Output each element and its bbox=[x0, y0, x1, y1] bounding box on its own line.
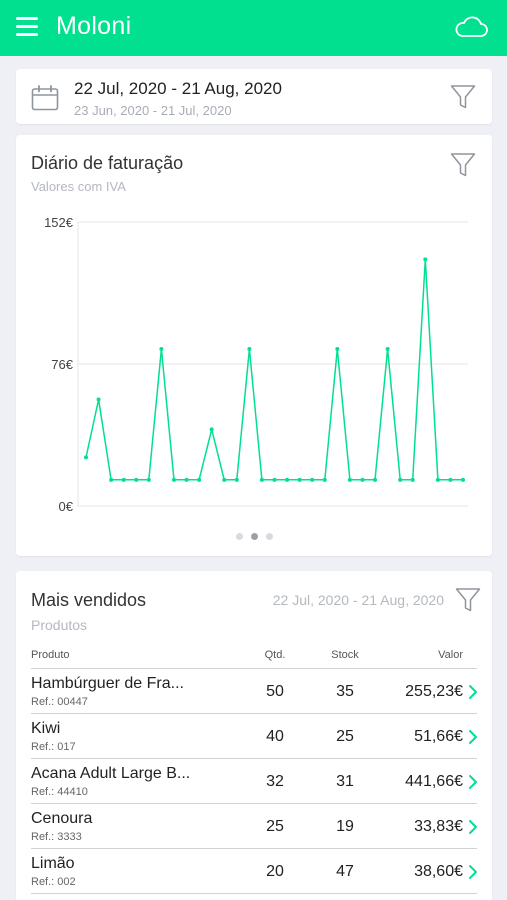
cloud-icon[interactable] bbox=[453, 15, 489, 39]
product-ref: Ref.: 44410 bbox=[31, 786, 88, 798]
pagination-dot[interactable] bbox=[250, 533, 258, 540]
chart-point[interactable] bbox=[146, 477, 151, 482]
product-name: Kiwi bbox=[31, 720, 61, 737]
chart-subtitle: Valores com IVA bbox=[31, 179, 126, 194]
table-row[interactable]: Hambúrguer de Fra... Ref.: 00447 50 35 2… bbox=[31, 669, 477, 714]
chart-point[interactable] bbox=[335, 347, 340, 352]
product-value: 255,23€ bbox=[405, 683, 463, 700]
chart-point[interactable] bbox=[197, 477, 202, 482]
daily-billing-chart: 152€ 76€ 0€ bbox=[44, 215, 468, 514]
chart-point[interactable] bbox=[121, 477, 126, 482]
product-qty: 25 bbox=[266, 818, 284, 835]
chevron-right-icon[interactable] bbox=[467, 819, 479, 835]
filter-icon[interactable] bbox=[450, 84, 476, 110]
pagination-dot[interactable] bbox=[235, 533, 243, 540]
chart-series-line bbox=[85, 258, 463, 481]
chart-point[interactable] bbox=[234, 477, 239, 482]
product-name: Limão bbox=[31, 855, 75, 872]
hamburger-menu-icon[interactable] bbox=[16, 17, 38, 37]
column-value: Valor bbox=[438, 649, 463, 661]
chart-point[interactable] bbox=[435, 477, 440, 482]
product-ref: Ref.: 002 bbox=[31, 876, 76, 888]
table-header: Produto Qtd. Stock Valor bbox=[31, 647, 477, 669]
product-value: 33,83€ bbox=[414, 818, 463, 835]
date-range-main: 22 Jul, 2020 - 21 Aug, 2020 bbox=[74, 79, 282, 98]
product-stock: 31 bbox=[336, 773, 354, 790]
date-range-card[interactable]: 22 Jul, 2020 - 21 Aug, 2020 23 Jun, 2020… bbox=[16, 69, 492, 124]
chart-point[interactable] bbox=[247, 347, 252, 352]
app-title: Moloni bbox=[56, 12, 132, 40]
daily-billing-card: Diário de faturação Valores com IVA 152€… bbox=[16, 135, 492, 556]
product-qty: 32 bbox=[266, 773, 284, 790]
top-sellers-card: Mais vendidos 22 Jul, 2020 - 21 Aug, 202… bbox=[16, 571, 492, 900]
product-qty: 20 bbox=[266, 863, 284, 880]
chevron-right-icon[interactable] bbox=[467, 774, 479, 790]
date-range-compare: 23 Jun, 2020 - 21 Jul, 2020 bbox=[74, 103, 232, 118]
chart-point[interactable] bbox=[398, 477, 403, 482]
top-sellers-filter-icon[interactable] bbox=[455, 587, 481, 613]
chart-point[interactable] bbox=[310, 477, 315, 482]
chart-point[interactable] bbox=[285, 477, 290, 482]
column-stock: Stock bbox=[331, 649, 359, 661]
product-ref: Ref.: 017 bbox=[31, 741, 76, 753]
chart-point[interactable] bbox=[84, 455, 88, 460]
chart-point[interactable] bbox=[272, 477, 277, 482]
product-stock: 35 bbox=[336, 683, 354, 700]
chart-point[interactable] bbox=[410, 477, 415, 482]
chart-point[interactable] bbox=[385, 347, 390, 352]
product-qty: 40 bbox=[266, 728, 284, 745]
product-ref: Ref.: 3333 bbox=[31, 831, 82, 843]
chart-point[interactable] bbox=[159, 347, 164, 352]
chart-point[interactable] bbox=[297, 477, 302, 482]
chart-point[interactable] bbox=[322, 477, 327, 482]
chart-point[interactable] bbox=[259, 477, 264, 482]
product-value: 38,60€ bbox=[414, 863, 463, 880]
pagination-dot[interactable] bbox=[265, 533, 273, 540]
table-row[interactable]: Limão Ref.: 002 20 47 38,60€ bbox=[31, 849, 477, 894]
chart-point[interactable] bbox=[222, 477, 227, 482]
product-ref: Ref.: 00447 bbox=[31, 696, 88, 708]
chevron-right-icon[interactable] bbox=[467, 684, 479, 700]
calendar-icon bbox=[31, 85, 59, 111]
product-stock: 25 bbox=[336, 728, 354, 745]
chart-point[interactable] bbox=[171, 477, 176, 482]
top-sellers-period: 22 Jul, 2020 - 21 Aug, 2020 bbox=[272, 592, 444, 608]
chevron-right-icon[interactable] bbox=[467, 729, 479, 745]
table-row[interactable]: Kiwi Ref.: 017 40 25 51,66€ bbox=[31, 714, 477, 759]
product-stock: 47 bbox=[336, 863, 354, 880]
chart-point[interactable] bbox=[423, 257, 428, 262]
chart-point[interactable] bbox=[134, 477, 139, 482]
product-stock: 19 bbox=[336, 818, 354, 835]
chart-title: Diário de faturação bbox=[31, 153, 184, 173]
chart-filter-icon[interactable] bbox=[450, 152, 476, 178]
chart-point[interactable] bbox=[209, 427, 214, 432]
y-tick-label: 152€ bbox=[44, 215, 74, 230]
product-value: 51,66€ bbox=[414, 728, 463, 745]
table-row[interactable]: Cenoura Ref.: 3333 25 19 33,83€ bbox=[31, 804, 477, 849]
column-qty: Qtd. bbox=[264, 649, 286, 661]
column-product: Produto bbox=[31, 649, 70, 661]
app-bar: Moloni bbox=[0, 0, 507, 56]
chart-point[interactable] bbox=[109, 477, 114, 482]
y-tick-label: 76€ bbox=[51, 357, 73, 372]
chart-point[interactable] bbox=[347, 477, 352, 482]
chart-point[interactable] bbox=[360, 477, 365, 482]
chevron-right-icon[interactable] bbox=[467, 864, 479, 880]
product-name: Acana Adult Large B... bbox=[31, 765, 191, 782]
table-body: Hambúrguer de Fra... Ref.: 00447 50 35 2… bbox=[31, 669, 477, 894]
table-row[interactable]: Acana Adult Large B... Ref.: 44410 32 31… bbox=[31, 759, 477, 804]
chart-point[interactable] bbox=[373, 477, 378, 482]
chart-pagination bbox=[16, 533, 492, 540]
product-name: Hambúrguer de Fra... bbox=[31, 675, 184, 692]
top-sellers-subtitle: Produtos bbox=[31, 617, 88, 633]
product-value: 441,66€ bbox=[405, 773, 463, 790]
chart-point[interactable] bbox=[96, 397, 101, 402]
chart-point[interactable] bbox=[448, 477, 453, 482]
chart-point[interactable] bbox=[184, 477, 189, 482]
top-sellers-title: Mais vendidos bbox=[31, 590, 147, 610]
y-tick-label: 0€ bbox=[59, 499, 74, 514]
product-qty: 50 bbox=[266, 683, 284, 700]
chart-point[interactable] bbox=[461, 477, 465, 482]
product-name: Cenoura bbox=[31, 810, 93, 827]
